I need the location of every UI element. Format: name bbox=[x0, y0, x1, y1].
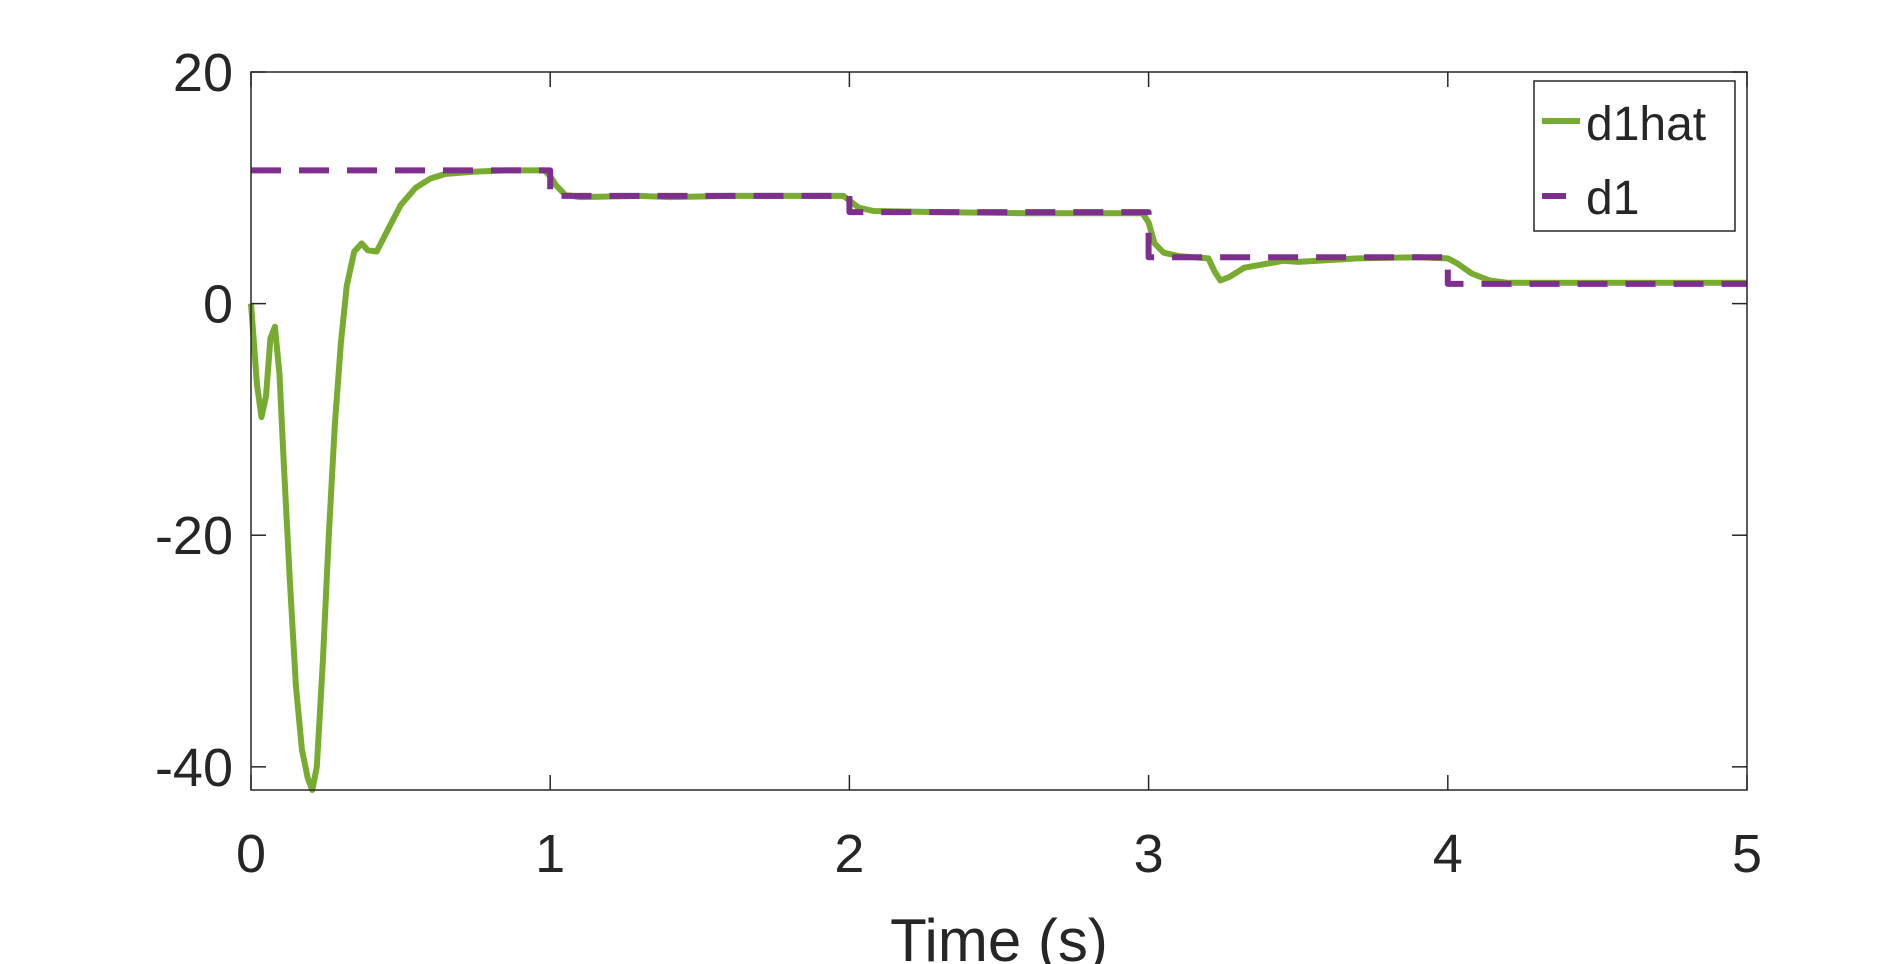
x-tick-label: 4 bbox=[1433, 824, 1463, 884]
legend-box bbox=[1533, 80, 1736, 232]
legend-label-d1: d1 bbox=[1586, 172, 1639, 225]
x-tick-label: 3 bbox=[1134, 824, 1164, 884]
series-lines bbox=[248, 167, 1747, 793]
x-tick-label: 0 bbox=[236, 824, 266, 884]
plot-area-border bbox=[250, 71, 1748, 791]
x-axis-label: Time (s) bbox=[890, 907, 1108, 964]
axis-ticks bbox=[250, 71, 1748, 790]
y-tick-label: -20 bbox=[155, 506, 233, 566]
y-tick-label: -40 bbox=[155, 738, 233, 798]
x-tick-label: 1 bbox=[535, 824, 565, 884]
x-tick-label: 2 bbox=[834, 824, 864, 884]
series-line-d1 bbox=[251, 167, 1747, 287]
legend: d1hat d1 bbox=[1533, 80, 1736, 232]
x-tick-label: 5 bbox=[1732, 824, 1762, 884]
plot-area-background bbox=[251, 72, 1747, 790]
axis-tick-labels: 0 1 2 3 4 5 -40 -20 0 20 bbox=[155, 43, 1762, 884]
y-tick-label: 20 bbox=[173, 43, 233, 103]
y-tick-label: 0 bbox=[203, 275, 233, 335]
legend-label-d1hat: d1hat bbox=[1586, 98, 1706, 151]
